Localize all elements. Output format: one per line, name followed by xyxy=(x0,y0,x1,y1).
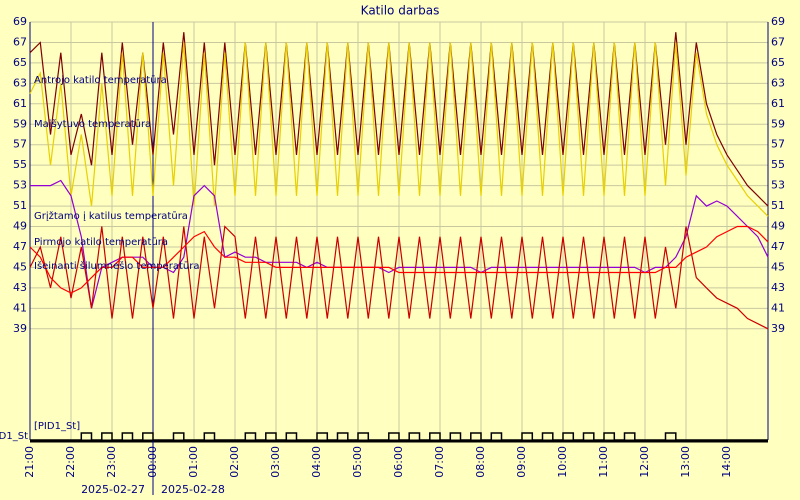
x-tick-label: 05:00 xyxy=(351,446,364,478)
y-tick-label: 51 xyxy=(13,199,27,212)
x-tick-label: 13:00 xyxy=(679,446,692,478)
digital-line xyxy=(30,432,768,441)
x-tick-label: 14:00 xyxy=(720,446,733,478)
digital-name: PID1_St xyxy=(0,431,28,442)
y-tick-label: 39 xyxy=(771,322,785,335)
x-tick-label: 10:00 xyxy=(556,446,569,478)
y-tick-label: 45 xyxy=(771,260,785,273)
series-line xyxy=(29,225,769,294)
y-tick-label: 55 xyxy=(771,158,785,171)
series-line xyxy=(29,225,769,330)
legend-label: Antrojo katilo temperatūra xyxy=(34,75,167,86)
y-tick-label: 49 xyxy=(771,220,785,233)
y-tick-label: 51 xyxy=(771,199,785,212)
y-tick-label: 69 xyxy=(13,15,27,28)
x-tick-label: 01:00 xyxy=(187,446,200,478)
x-tick-label: 12:00 xyxy=(638,446,651,478)
digital-label: [PID1_St] xyxy=(34,421,80,432)
series-line xyxy=(29,32,769,207)
chart-title: Katilo darbas xyxy=(361,4,440,18)
y-tick-label: 47 xyxy=(13,240,27,253)
x-tick-label: 06:00 xyxy=(392,446,405,478)
x-tick-label: 21:00 xyxy=(23,446,36,478)
date-label: 2025-02-28 xyxy=(161,483,225,496)
y-tick-label: 65 xyxy=(771,56,785,69)
y-tick-label: 67 xyxy=(771,35,785,48)
y-tick-label: 65 xyxy=(13,56,27,69)
legend-label: Grįžtamo į katilus temperatūra xyxy=(34,210,188,222)
y-tick-label: 57 xyxy=(771,138,785,151)
y-tick-label: 59 xyxy=(13,117,27,130)
x-tick-label: 23:00 xyxy=(105,446,118,478)
y-tick-label: 43 xyxy=(771,281,785,294)
y-tick-label: 47 xyxy=(771,240,785,253)
y-tick-label: 43 xyxy=(13,281,27,294)
y-tick-label: 55 xyxy=(13,158,27,171)
y-tick-label: 41 xyxy=(13,301,27,314)
date-label: 2025-02-27 xyxy=(81,483,145,496)
legend-label: Išeinanti šilumnešio temperatūra xyxy=(34,260,199,272)
x-tick-label: 04:00 xyxy=(310,446,323,478)
series-line xyxy=(29,42,769,217)
x-tick-label: 22:00 xyxy=(64,446,77,478)
y-tick-label: 67 xyxy=(13,35,27,48)
y-tick-label: 63 xyxy=(771,76,785,89)
y-tick-label: 49 xyxy=(13,220,27,233)
y-tick-label: 69 xyxy=(771,15,785,28)
y-tick-label: 61 xyxy=(13,97,27,110)
x-tick-label: 03:00 xyxy=(269,446,282,478)
y-tick-label: 53 xyxy=(13,179,27,192)
y-tick-label: 57 xyxy=(13,138,27,151)
y-tick-label: 41 xyxy=(771,301,785,314)
legend-label: Pirmojo katilo temperatūra xyxy=(34,237,168,248)
x-tick-label: 11:00 xyxy=(597,446,610,478)
y-tick-label: 39 xyxy=(13,322,27,335)
y-tick-label: 59 xyxy=(771,117,785,130)
x-tick-label: 07:00 xyxy=(433,446,446,478)
x-tick-label: 02:00 xyxy=(228,446,241,478)
x-tick-label: 09:00 xyxy=(515,446,528,478)
y-tick-label: 53 xyxy=(771,179,785,192)
y-tick-label: 45 xyxy=(13,260,27,273)
y-tick-label: 61 xyxy=(771,97,785,110)
y-tick-label: 63 xyxy=(13,76,27,89)
legend-label: Maišytuvo temperatūra xyxy=(34,118,151,130)
x-tick-label: 08:00 xyxy=(474,446,487,478)
